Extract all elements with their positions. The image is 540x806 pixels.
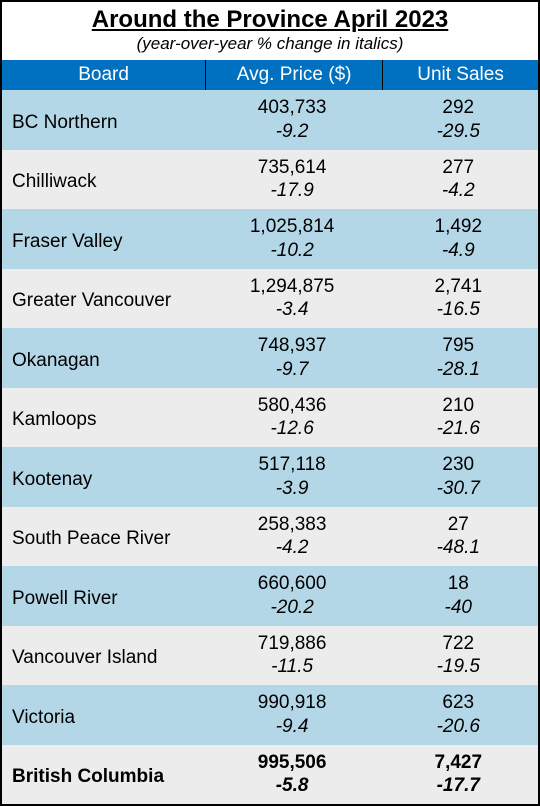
cell-sales-pct: -28.1 — [383, 358, 538, 388]
cell-sales-pct: -30.7 — [383, 477, 538, 507]
cell-price-pct: -17.9 — [206, 179, 383, 209]
cell-sales-pct-total: -17.7 — [383, 774, 538, 804]
cell-price: 1,294,875 — [206, 269, 383, 299]
cell-price-pct: -9.4 — [206, 715, 383, 745]
cell-board: Victoria — [2, 685, 206, 745]
cell-sales: 722 — [383, 626, 538, 656]
cell-price: 735,614 — [206, 150, 383, 180]
cell-price: 258,383 — [206, 507, 383, 537]
cell-board: Okanagan — [2, 328, 206, 388]
cell-price: 660,600 — [206, 566, 383, 596]
cell-price: 719,886 — [206, 626, 383, 656]
cell-sales: 2,741 — [383, 269, 538, 299]
cell-price-pct: -3.4 — [206, 298, 383, 328]
cell-sales-pct: -20.6 — [383, 715, 538, 745]
table-row: Greater Vancouver1,294,8752,741 — [2, 269, 538, 299]
table-subtitle: (year-over-year % change in italics) — [2, 34, 538, 60]
cell-price: 1,025,814 — [206, 209, 383, 239]
cell-price-pct: -9.7 — [206, 358, 383, 388]
cell-sales: 292 — [383, 90, 538, 120]
cell-board: Vancouver Island — [2, 626, 206, 686]
table-row: BC Northern403,733292 — [2, 90, 538, 120]
table-row: Kamloops580,436210 — [2, 388, 538, 418]
cell-sales: 795 — [383, 328, 538, 358]
data-table: Board Avg. Price ($) Unit Sales BC North… — [2, 60, 538, 804]
cell-sales-pct: -40 — [383, 596, 538, 626]
cell-board: South Peace River — [2, 507, 206, 567]
table-row: Okanagan748,937795 — [2, 328, 538, 358]
header-row: Board Avg. Price ($) Unit Sales — [2, 60, 538, 90]
total-row: British Columbia995,5067,427 — [2, 745, 538, 775]
cell-board: BC Northern — [2, 90, 206, 150]
table-container: Around the Province April 2023 (year-ove… — [0, 0, 540, 806]
cell-board: Kootenay — [2, 447, 206, 507]
table-row: Powell River660,60018 — [2, 566, 538, 596]
cell-sales-pct: -29.5 — [383, 120, 538, 150]
cell-sales: 18 — [383, 566, 538, 596]
table-row: Chilliwack735,614277 — [2, 150, 538, 180]
cell-price-pct: -20.2 — [206, 596, 383, 626]
cell-price: 580,436 — [206, 388, 383, 418]
cell-sales: 277 — [383, 150, 538, 180]
cell-price-pct: -9.2 — [206, 120, 383, 150]
cell-board: Fraser Valley — [2, 209, 206, 269]
table-row: Victoria990,918623 — [2, 685, 538, 715]
cell-price: 748,937 — [206, 328, 383, 358]
cell-price: 990,918 — [206, 685, 383, 715]
cell-price-pct: -11.5 — [206, 655, 383, 685]
cell-sales: 1,492 — [383, 209, 538, 239]
cell-price-total: 995,506 — [206, 745, 383, 775]
cell-price: 517,118 — [206, 447, 383, 477]
table-row: Kootenay517,118230 — [2, 447, 538, 477]
cell-sales-total: 7,427 — [383, 745, 538, 775]
table-row: Vancouver Island719,886722 — [2, 626, 538, 656]
table-body: BC Northern403,733292-9.2-29.5Chilliwack… — [2, 90, 538, 804]
cell-sales-pct: -16.5 — [383, 298, 538, 328]
cell-board: Chilliwack — [2, 150, 206, 210]
cell-sales-pct: -48.1 — [383, 536, 538, 566]
cell-price-pct: -12.6 — [206, 417, 383, 447]
cell-sales: 27 — [383, 507, 538, 537]
col-board: Board — [2, 60, 206, 90]
cell-price-pct: -3.9 — [206, 477, 383, 507]
cell-price-pct: -10.2 — [206, 239, 383, 269]
cell-sales-pct: -4.2 — [383, 179, 538, 209]
cell-board: Powell River — [2, 566, 206, 626]
cell-sales-pct: -19.5 — [383, 655, 538, 685]
cell-sales-pct: -21.6 — [383, 417, 538, 447]
cell-sales: 230 — [383, 447, 538, 477]
cell-sales-pct: -4.9 — [383, 239, 538, 269]
col-sales: Unit Sales — [383, 60, 538, 90]
table-title: Around the Province April 2023 — [2, 2, 538, 34]
table-row: South Peace River258,38327 — [2, 507, 538, 537]
cell-sales: 623 — [383, 685, 538, 715]
col-price: Avg. Price ($) — [206, 60, 383, 90]
cell-sales: 210 — [383, 388, 538, 418]
cell-price-pct: -4.2 — [206, 536, 383, 566]
cell-board: Kamloops — [2, 388, 206, 448]
cell-board: Greater Vancouver — [2, 269, 206, 329]
cell-board-total: British Columbia — [2, 745, 206, 805]
table-row: Fraser Valley1,025,8141,492 — [2, 209, 538, 239]
cell-price: 403,733 — [206, 90, 383, 120]
cell-price-pct-total: -5.8 — [206, 774, 383, 804]
